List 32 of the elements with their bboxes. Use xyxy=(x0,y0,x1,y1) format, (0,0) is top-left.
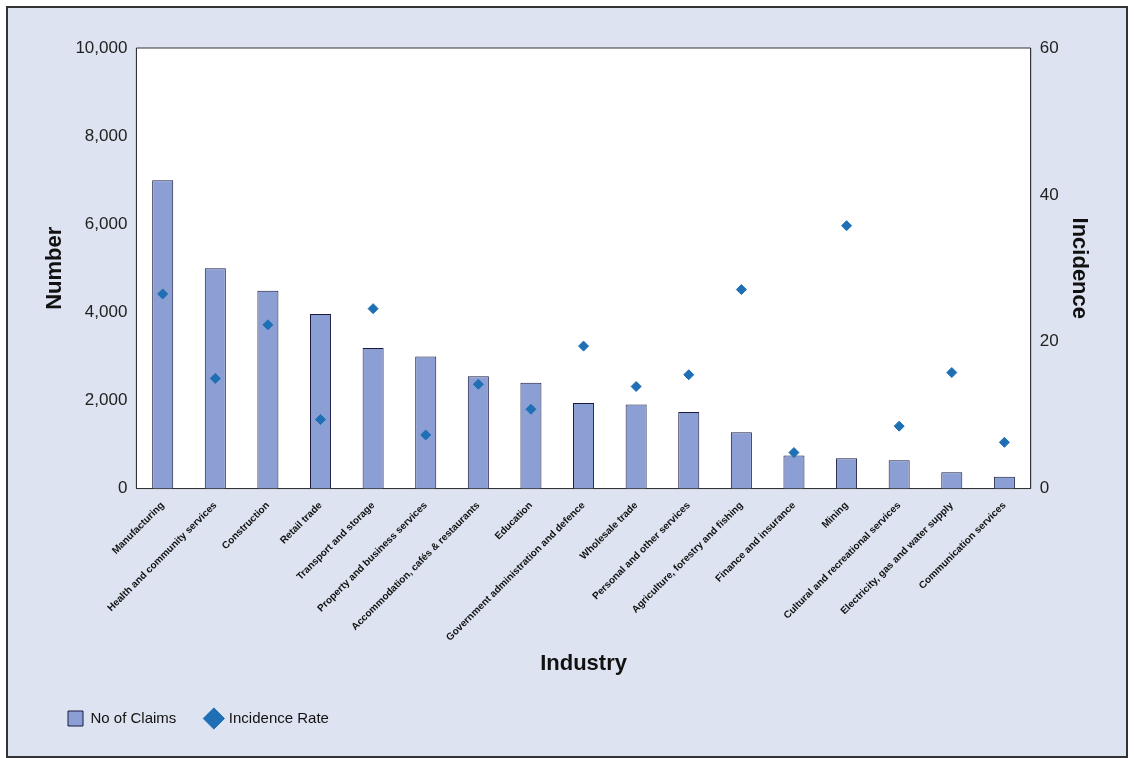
point xyxy=(893,420,905,432)
point xyxy=(420,429,432,441)
y2-tick-label: 20 xyxy=(1039,331,1059,351)
point xyxy=(788,447,800,459)
point xyxy=(946,367,958,379)
point xyxy=(735,284,747,296)
y2-tick-label: 40 xyxy=(1039,184,1059,204)
x-axis-title: Industry xyxy=(540,649,628,675)
legend-label: Incidence Rate xyxy=(228,708,329,726)
point xyxy=(683,369,695,381)
point xyxy=(472,378,484,390)
y-tick-label: 6,000 xyxy=(84,213,128,233)
y2-axis-title: Incidence xyxy=(1067,217,1093,320)
point xyxy=(209,372,221,384)
y-tick-label: 10,000 xyxy=(75,37,128,57)
point xyxy=(157,288,169,300)
point xyxy=(998,436,1010,448)
y2-tick-label: 0 xyxy=(1039,478,1050,498)
point xyxy=(367,303,379,315)
y2-tick-label: 60 xyxy=(1039,37,1059,57)
y-tick-label: 8,000 xyxy=(84,125,128,145)
point xyxy=(578,340,590,352)
point xyxy=(841,220,853,232)
legend-label: No of Claims xyxy=(90,708,177,726)
point xyxy=(315,414,327,426)
y-tick-label: 2,000 xyxy=(84,390,128,410)
point xyxy=(630,381,642,392)
y-tick-label: 0 xyxy=(117,478,128,498)
y-axis-title: Number xyxy=(41,226,67,310)
y-tick-label: 4,000 xyxy=(84,302,128,322)
point xyxy=(525,403,537,415)
point xyxy=(262,319,274,331)
